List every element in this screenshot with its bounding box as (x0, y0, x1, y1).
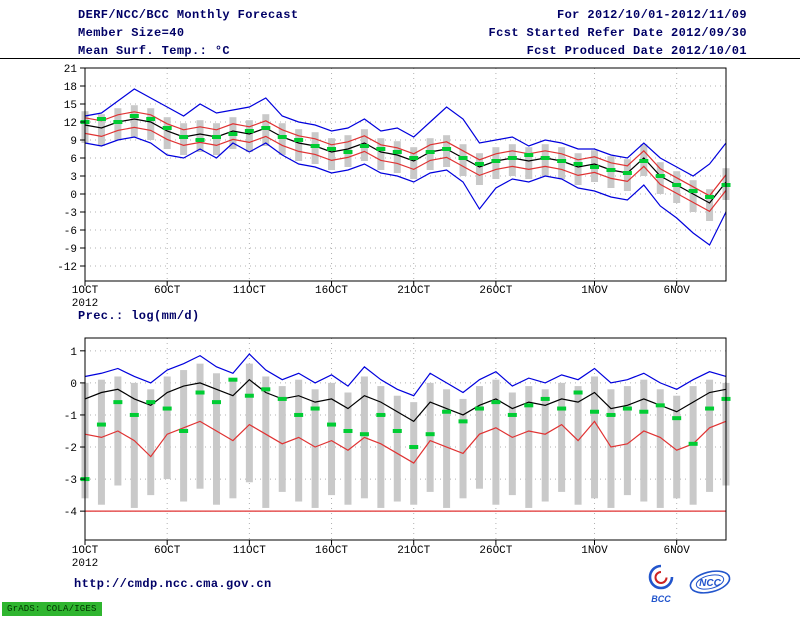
svg-text:1NOV: 1NOV (581, 545, 608, 557)
svg-text:-3: -3 (64, 208, 77, 220)
svg-text:0: 0 (70, 379, 77, 391)
ncc-emblem-icon: NCC (689, 570, 731, 594)
svg-text:15: 15 (64, 100, 77, 112)
page-title: DERF/NCC/BCC Monthly Forecast (78, 8, 299, 22)
header-divider (0, 58, 800, 59)
svg-text:16OCT: 16OCT (315, 285, 348, 297)
svg-text:6: 6 (70, 154, 77, 166)
svg-text:3: 3 (70, 172, 77, 184)
svg-text:1NOV: 1NOV (581, 285, 608, 297)
temp-panel-title: Mean Surf. Temp.: °C (78, 44, 231, 58)
svg-text:21OCT: 21OCT (397, 545, 430, 557)
svg-text:-3: -3 (64, 475, 77, 487)
svg-text:6OCT: 6OCT (154, 545, 181, 557)
svg-text:18: 18 (64, 82, 77, 94)
precip-panel-title: Prec.: log(mm/d) (78, 309, 200, 323)
ncc-logo: NCC (688, 567, 732, 602)
svg-text:16OCT: 16OCT (315, 545, 348, 557)
svg-text:9: 9 (70, 136, 77, 148)
svg-text:-1: -1 (64, 411, 78, 423)
bcc-logo-label: BCC (651, 594, 671, 604)
svg-text:2012: 2012 (72, 298, 98, 310)
svg-text:-6: -6 (64, 226, 77, 238)
svg-text:11OCT: 11OCT (233, 285, 266, 297)
svg-text:-2: -2 (64, 443, 77, 455)
fcst-refer-date-label: Fcst Started Refer Date 2012/09/30 (488, 26, 747, 40)
svg-text:1OCT: 1OCT (72, 545, 99, 557)
grads-stamp: GrADS: COLA/IGES (2, 602, 102, 616)
svg-text:-12: -12 (57, 262, 77, 274)
bcc-swirl-icon (648, 564, 674, 590)
svg-text:26OCT: 26OCT (479, 285, 512, 297)
member-size-label: Member Size=40 (78, 26, 185, 40)
svg-text:21OCT: 21OCT (397, 285, 430, 297)
svg-text:-9: -9 (64, 244, 77, 256)
svg-text:6OCT: 6OCT (154, 285, 181, 297)
fcst-produced-date-label: Fcst Produced Date 2012/10/01 (526, 44, 747, 58)
svg-text:6NOV: 6NOV (663, 285, 690, 297)
svg-text:-4: -4 (64, 507, 78, 519)
svg-text:11OCT: 11OCT (233, 545, 266, 557)
svg-text:1: 1 (70, 347, 77, 359)
source-url: http://cmdp.ncc.cma.gov.cn (74, 577, 272, 591)
forecast-range-label: For 2012/10/01-2012/11/09 (556, 8, 747, 22)
ncc-logo-label: NCC (699, 578, 721, 589)
bcc-logo: BCC (640, 563, 682, 604)
svg-text:1OCT: 1OCT (72, 285, 99, 297)
svg-text:6NOV: 6NOV (663, 545, 690, 557)
svg-text:2012: 2012 (72, 558, 98, 570)
svg-text:0: 0 (70, 190, 77, 202)
svg-text:21: 21 (64, 64, 78, 76)
svg-text:12: 12 (64, 118, 77, 130)
svg-text:26OCT: 26OCT (479, 545, 512, 557)
